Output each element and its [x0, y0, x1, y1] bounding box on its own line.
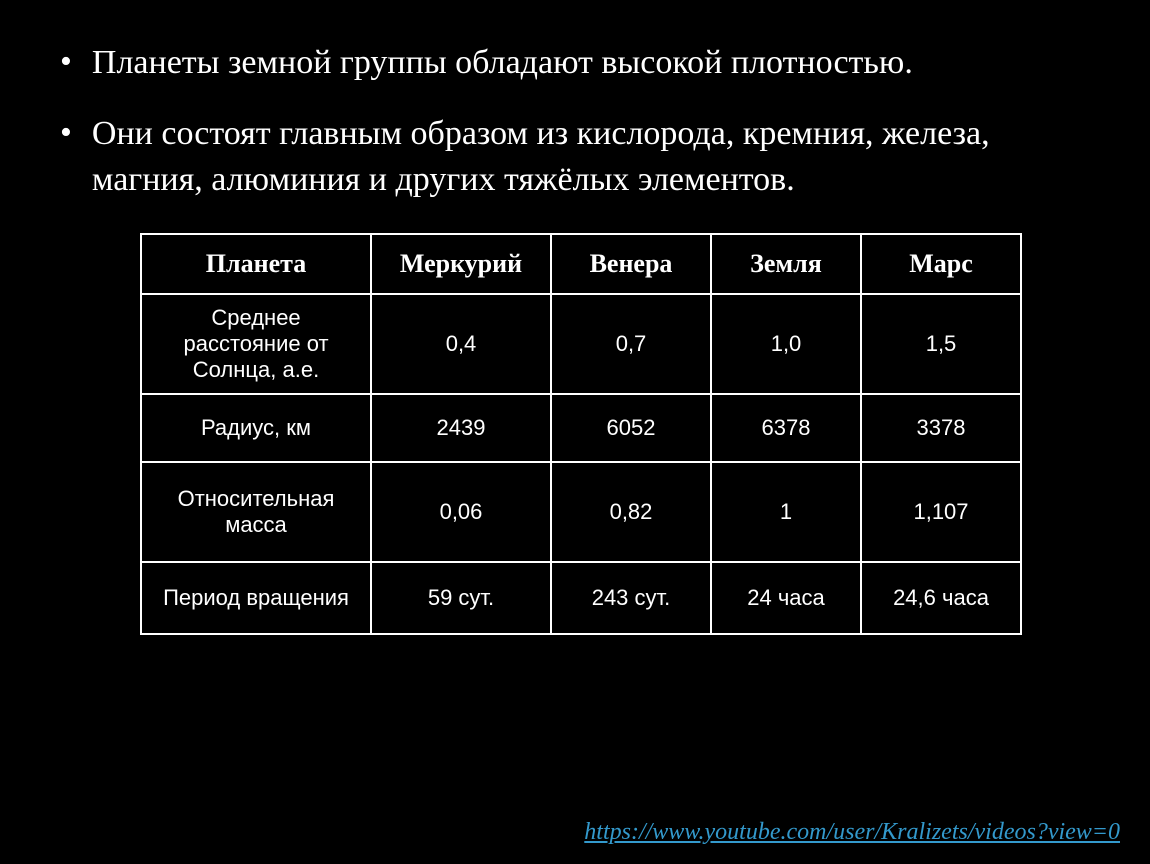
source-link[interactable]: https://www.youtube.com/user/Kralizets/v…	[584, 819, 1120, 846]
bullet-text: Они состоят главным образом из кислорода…	[92, 111, 1100, 203]
row-label: Относительная масса	[141, 462, 371, 562]
table-cell: 1	[711, 462, 861, 562]
bullet-text: Планеты земной группы обладают высокой п…	[92, 40, 1100, 86]
table-cell: 1,5	[861, 294, 1021, 394]
table-header-row: Планета Меркурий Венера Земля Марс	[141, 234, 1021, 294]
table-row: Относительная масса 0,06 0,82 1 1,107	[141, 462, 1021, 562]
table-cell: 0,4	[371, 294, 551, 394]
table-cell: 3378	[861, 394, 1021, 462]
row-label: Среднее расстояние от Солнца, а.е.	[141, 294, 371, 394]
table-header: Планета	[141, 234, 371, 294]
row-label: Период вращения	[141, 562, 371, 634]
bullet-item: • Они состоят главным образом из кислоро…	[50, 111, 1100, 203]
table-cell: 2439	[371, 394, 551, 462]
table-cell: 0,7	[551, 294, 711, 394]
table-row: Период вращения 59 сут. 243 сут. 24 часа…	[141, 562, 1021, 634]
table-cell: 1,0	[711, 294, 861, 394]
table-row: Радиус, км 2439 6052 6378 3378	[141, 394, 1021, 462]
table-cell: 59 сут.	[371, 562, 551, 634]
bullet-marker: •	[60, 111, 72, 155]
table-cell: 0,06	[371, 462, 551, 562]
table-header: Земля	[711, 234, 861, 294]
table-header: Марс	[861, 234, 1021, 294]
table-header: Меркурий	[371, 234, 551, 294]
table-cell: 0,82	[551, 462, 711, 562]
table-cell: 6378	[711, 394, 861, 462]
planets-table: Планета Меркурий Венера Земля Марс Средн…	[140, 233, 1022, 635]
table-cell: 1,107	[861, 462, 1021, 562]
table-cell: 243 сут.	[551, 562, 711, 634]
bullet-marker: •	[60, 40, 72, 84]
bullet-list: • Планеты земной группы обладают высокой…	[50, 40, 1100, 203]
table-header: Венера	[551, 234, 711, 294]
row-label: Радиус, км	[141, 394, 371, 462]
table-cell: 24 часа	[711, 562, 861, 634]
table-cell: 24,6 часа	[861, 562, 1021, 634]
table-row: Среднее расстояние от Солнца, а.е. 0,4 0…	[141, 294, 1021, 394]
planets-table-wrap: Планета Меркурий Венера Земля Марс Средн…	[140, 233, 1100, 635]
bullet-item: • Планеты земной группы обладают высокой…	[50, 40, 1100, 86]
table-cell: 6052	[551, 394, 711, 462]
